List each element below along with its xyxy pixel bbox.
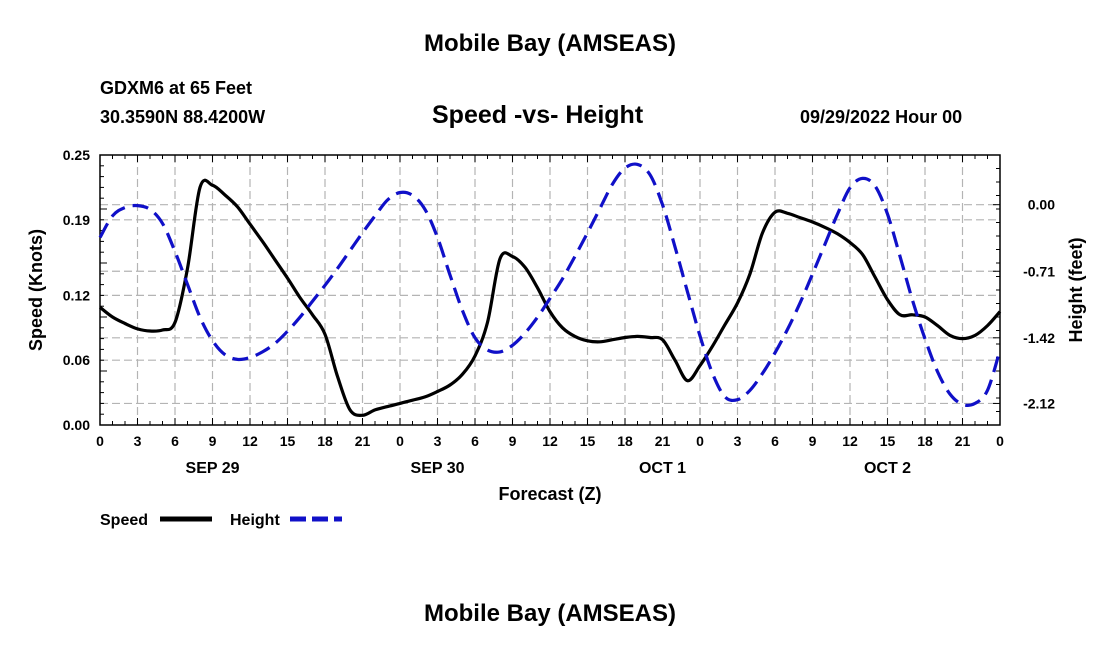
x-tick-label: 15 [280,433,296,449]
y-tick-label: 0.25 [63,147,90,163]
chart-subtitle: Speed -vs- Height [432,101,644,129]
y-axis-label: Speed (Knots) [26,229,46,351]
legend-label-height: Height [230,512,280,529]
x-tick-label: 3 [134,433,142,449]
x-tick-label: 6 [471,433,479,449]
x-tick-label: 12 [542,433,558,449]
y2-axis-label: Height (feet) [1066,238,1086,343]
x-tick-label: 18 [617,433,633,449]
y-tick-label: 0.00 [63,417,90,433]
chart-title-repeat: Mobile Bay (AMSEAS) [423,600,677,627]
x-tick-label: 21 [955,433,971,449]
x-tick-label: 0 [996,433,1004,449]
x-tick-label: 6 [171,433,179,449]
x-axis-label: Forecast (Z) [498,484,601,504]
coordinates-label: 30.3590N 88.4200W [100,107,266,127]
x-tick-label: 15 [880,433,896,449]
x-tick-label: 0 [96,433,104,449]
x-tick-label: 12 [242,433,258,449]
y-tick-label: 0.19 [63,212,90,228]
x-tick-label: 18 [317,433,333,449]
x-tick-label: 3 [434,433,442,449]
series-line-height [98,162,1002,407]
station-label: GDXM6 at 65 Feet [100,78,253,98]
series-line-speed [99,178,1002,417]
x-date-label: OCT 1 [639,460,686,477]
legend-label-speed: Speed [100,512,148,529]
x-tick-label: 9 [209,433,217,449]
y2-tick-label: 0.00 [1028,197,1055,213]
x-date-label: OCT 2 [864,460,911,477]
x-tick-label: 15 [580,433,596,449]
chart-title: Mobile Bay (AMSEAS) [423,30,677,57]
x-tick-label: 0 [396,433,404,449]
y-tick-label: 0.12 [63,287,90,303]
x-date-label: SEP 30 [411,460,465,477]
x-tick-label: 18 [917,433,933,449]
x-tick-label: 9 [509,433,517,449]
forecast-datetime: 09/29/2022 Hour 00 [800,107,963,127]
y-tick-label: 0.06 [63,352,90,368]
x-tick-label: 9 [809,433,817,449]
x-tick-label: 6 [771,433,779,449]
y2-tick-label: -2.12 [1023,395,1055,411]
speed-height-chart: 0 3 6 9 12 15 18 21 0 3 6 9 12 15 18 21 0 3 6 9 12 15 18 21 0 SEP… [26,147,1086,529]
x-tick-label: 21 [355,433,371,449]
x-tick-label: 0 [696,433,704,449]
x-tick-label: 21 [655,433,671,449]
y2-tick-label: -1.42 [1023,330,1055,346]
x-date-label: SEP 29 [186,460,240,477]
x-tick-label: 3 [734,433,742,449]
y2-tick-label: -0.71 [1023,263,1055,279]
x-tick-label: 12 [842,433,858,449]
